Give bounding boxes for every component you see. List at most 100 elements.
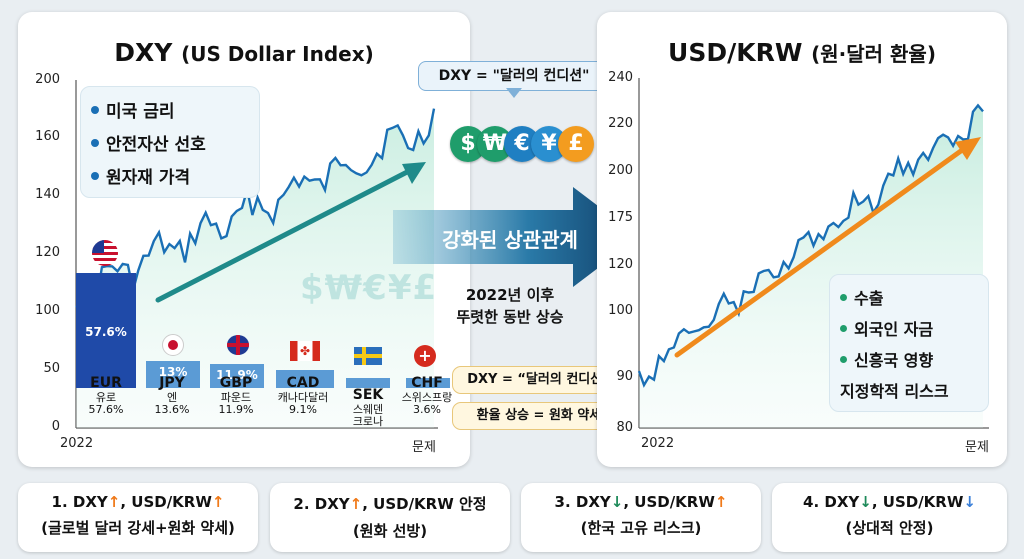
currency-code: GBP <box>219 375 253 391</box>
arrow-up-icon: ↑ <box>107 493 121 511</box>
currency-pct: 11.9% <box>218 403 254 416</box>
usdkrw-x-end: 문제 <box>965 440 989 455</box>
scenario-card-1: 1. DXY↑, USD/KRW↑ (글로벌 달러 강세+원화 약세) <box>18 483 258 552</box>
currency-bar-jpy: 13% <box>146 360 200 388</box>
bar-value-label: 13% <box>158 364 188 379</box>
currency-pct: 3.6% <box>413 403 441 416</box>
scenario-desc: (한국 고유 리스크) <box>580 519 702 537</box>
currency-bar-eur: 57.6% <box>76 272 136 388</box>
currency-name: 스웨덴 크로나 <box>352 403 384 428</box>
dxy-title-main: DXY <box>114 38 173 67</box>
usdkrw-tick-175: 175 <box>608 210 633 225</box>
arrow-up-icon: ↑ <box>211 493 225 511</box>
currency-bar-cad <box>276 369 334 388</box>
usdkrw-trend-arrow <box>674 137 981 358</box>
legend-label: 미국 금리 <box>106 102 175 122</box>
scenario-title: 2. DXY <box>293 495 350 513</box>
scenario-card-2: 2. DXY↑, USD/KRW 안정 (원화 선방) <box>270 483 510 552</box>
dxy-condition-bubble: DXY = "달러의 컨디션" <box>418 61 610 91</box>
dxy-title: DXY (US Dollar Index) <box>18 38 470 67</box>
scenario-title: 1. DXY <box>51 493 108 511</box>
dxy-tick-140: 140 <box>35 187 60 202</box>
currency-bar-chf <box>406 378 450 388</box>
dxy-tick-100: 100 <box>35 303 60 318</box>
usdkrw-line <box>637 103 984 388</box>
dxy-title-sub: (US Dollar Index) <box>181 42 374 66</box>
bar-value-label: 11.9% <box>216 368 258 383</box>
currency-code: JPY <box>159 375 185 391</box>
arrow-up-icon: ↑ <box>349 495 363 513</box>
arrow-up-icon: ↑ <box>714 493 728 511</box>
currency-label-cad: CAD 캐나다달러 9.1% <box>268 374 338 416</box>
currency-coin-icon: £ <box>558 126 594 162</box>
ca-flag-icon: ✤ <box>290 341 320 361</box>
legend-item: 미국 금리 <box>91 97 174 122</box>
legend-item: 외국인 자금 <box>840 316 933 340</box>
dxy-x-start: 2022 <box>60 436 94 451</box>
legend-label: 신흥국 영향 <box>854 351 934 370</box>
bullet-icon <box>840 293 847 301</box>
legend-item: 지정학적 리스크 <box>840 378 949 402</box>
us-flag-icon <box>92 240 118 266</box>
legend-label: 안전자산 선호 <box>106 135 206 155</box>
scenario-title-mid: , USD/KRW 안정 <box>362 495 487 513</box>
currency-pct: 13.6% <box>154 403 190 416</box>
dxy-tick-50: 50 <box>43 361 60 376</box>
scenario-card-3: 3. DXY↓, USD/KRW↑ (한국 고유 리스크) <box>521 483 761 552</box>
arrow-down-icon: ↓ <box>963 493 976 511</box>
correlation-label: 강화된 상관관계 <box>442 228 578 252</box>
arrow-down-icon: ↓ <box>859 493 872 511</box>
scenario-title-mid: , USD/KRW <box>871 493 964 511</box>
usdkrw-tick-80: 80 <box>616 420 633 435</box>
bar-value-label: 57.6% <box>85 324 127 339</box>
currency-bar-sek <box>346 378 390 388</box>
scenario-title: 3. DXY <box>554 493 611 511</box>
scenario-title-mid: , USD/KRW <box>120 493 212 511</box>
bullet-icon <box>91 171 99 180</box>
bubble-tail-icon <box>506 88 522 98</box>
bullet-icon <box>91 105 99 114</box>
usdkrw-panel: USD/KRW (원·달러 환율) 240 220 200 175 120 10… <box>597 12 1007 467</box>
currency-code: SEK <box>352 387 384 403</box>
currency-code: EUR <box>90 375 122 391</box>
legend-label: 원자재 가격 <box>106 168 191 188</box>
legend-label: 수출 <box>854 289 884 308</box>
legend-item: 원자재 가격 <box>91 163 190 188</box>
usdkrw-factor-legend: 수출 외국인 자금 신흥국 영향 지정학적 리스크 <box>829 274 989 412</box>
usdkrw-x-start: 2022 <box>641 436 675 451</box>
usdkrw-title: USD/KRW (원·달러 환율) <box>597 38 1007 67</box>
currency-name: 스위스프랑 <box>401 391 453 404</box>
currency-name: 파운드 <box>220 391 252 404</box>
currency-label-jpy: JPY 엔 13.6% <box>142 374 202 416</box>
dxy-trend-arrow <box>155 162 426 303</box>
currency-name: 캐나다달러 <box>277 391 329 404</box>
currency-code: CAD <box>286 375 320 391</box>
bullet-icon <box>840 324 847 332</box>
currency-pct: 57.6% <box>88 403 124 416</box>
usdkrw-title-main: USD/KRW <box>668 38 803 67</box>
dxy-tick-120: 120 <box>35 245 60 260</box>
currency-bar-gbp: 11.9% <box>210 364 264 388</box>
ch-flag-icon: + <box>414 345 436 367</box>
usdkrw-title-sub: (원·달러 환율) <box>811 42 936 66</box>
arrow-down-icon: ↓ <box>610 493 624 511</box>
currency-name: 유로 <box>95 391 117 404</box>
scenario-card-4: 4. DXY↓, USD/KRW↓ (상대적 안정) <box>772 483 1007 552</box>
usdkrw-tick-200: 200 <box>608 163 633 178</box>
currency-label-gbp: GBP 파운드 11.9% <box>206 374 266 416</box>
jp-flag-icon <box>162 334 184 356</box>
usdkrw-tick-90: 90 <box>616 369 633 384</box>
currency-label-sek: SEK 스웨덴 크로나 <box>340 374 396 428</box>
usdkrw-tick-220: 220 <box>608 116 633 131</box>
usdkrw-tick-240: 240 <box>608 70 633 85</box>
currency-watermark: $₩€¥£ <box>300 268 438 308</box>
legend-label: 지정학적 리스크 <box>840 382 949 401</box>
legend-label: 외국인 자금 <box>854 320 934 339</box>
scenario-desc: (원화 선방) <box>352 522 428 540</box>
since-2022-note: 2022년 이후 <box>465 286 555 304</box>
currency-label-eur: EUR 유로 57.6% <box>76 374 136 416</box>
currency-pct: 9.1% <box>289 403 317 416</box>
dxy-x-end: 문제 <box>412 440 436 455</box>
scenario-title-mid: , USD/KRW <box>623 493 715 511</box>
legend-item: 수출 <box>840 285 883 309</box>
